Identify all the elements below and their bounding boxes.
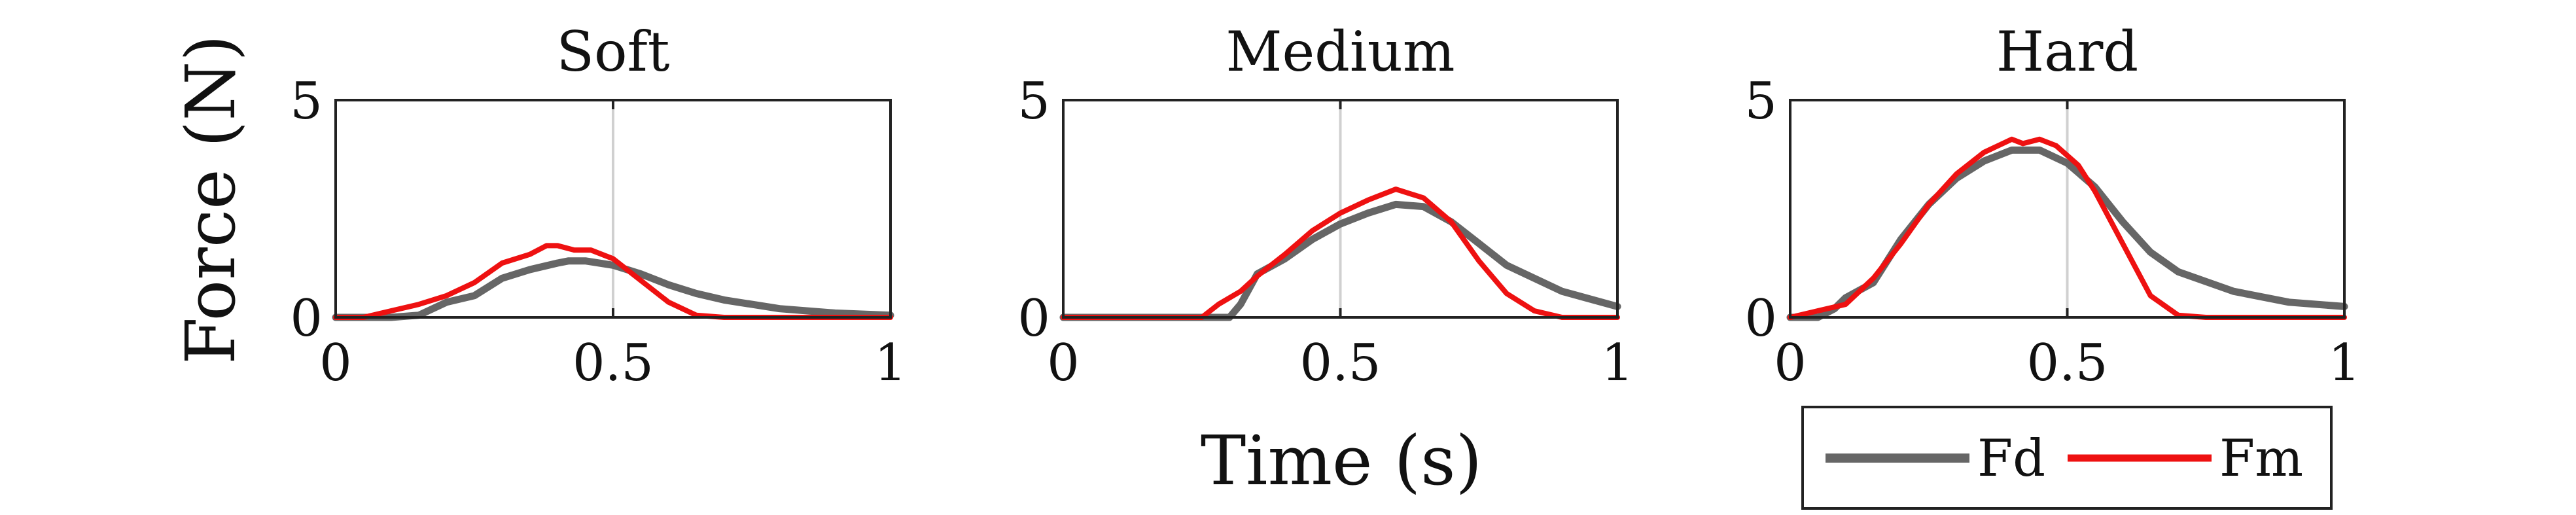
legend-label-fd: Fd bbox=[1977, 429, 2045, 488]
y-axis-label: Force (N) bbox=[171, 35, 251, 364]
chart-title: Soft bbox=[557, 20, 670, 84]
x-tick-label: 0 bbox=[1047, 334, 1080, 393]
x-tick-label: 1 bbox=[874, 334, 907, 393]
chart-panel-medium: 0 0.5 1 0 5 Medium bbox=[1017, 20, 1633, 393]
x-tick-label: 0.5 bbox=[2026, 334, 2108, 393]
y-tick-label: 5 bbox=[1744, 72, 1777, 131]
x-tick-label: 1 bbox=[2328, 334, 2361, 393]
y-tick-label: 0 bbox=[1744, 289, 1777, 348]
chart-panel-hard: 0 0.5 1 0 5 Hard bbox=[1744, 20, 2360, 393]
series-line-fm bbox=[1061, 186, 1620, 320]
y-tick-label: 0 bbox=[290, 289, 323, 348]
chart-panel-soft: 0 0.5 1 0 5 Soft bbox=[290, 20, 906, 393]
x-tick-label: 0 bbox=[1774, 334, 1807, 393]
series-line-fm bbox=[333, 243, 893, 320]
x-axis-label: Time (s) bbox=[1201, 421, 1482, 501]
chart-title: Hard bbox=[1996, 20, 2138, 84]
x-tick-label: 0 bbox=[319, 334, 352, 393]
x-tick-label: 0.5 bbox=[1299, 334, 1381, 393]
legend-label-fm: Fm bbox=[2219, 429, 2303, 488]
y-tick-label: 5 bbox=[1017, 72, 1050, 131]
y-tick-label: 5 bbox=[290, 72, 323, 131]
legend: Fd Fm bbox=[1801, 406, 2333, 510]
chart-panels: 0 0.5 1 0 5 Soft 0 0.5 1 0 5 Medium 0 0.5 1 0 5 Hard bbox=[290, 20, 2360, 393]
x-tick-label: 0.5 bbox=[573, 334, 654, 393]
y-tick-label: 0 bbox=[1017, 289, 1050, 348]
chart-title: Medium bbox=[1226, 20, 1455, 84]
series-line-fd bbox=[1059, 200, 1621, 321]
series-line-fd bbox=[332, 257, 894, 321]
x-tick-label: 1 bbox=[1601, 334, 1634, 393]
series-line-fd bbox=[1786, 146, 2348, 321]
series-line-fm bbox=[1788, 136, 2347, 320]
